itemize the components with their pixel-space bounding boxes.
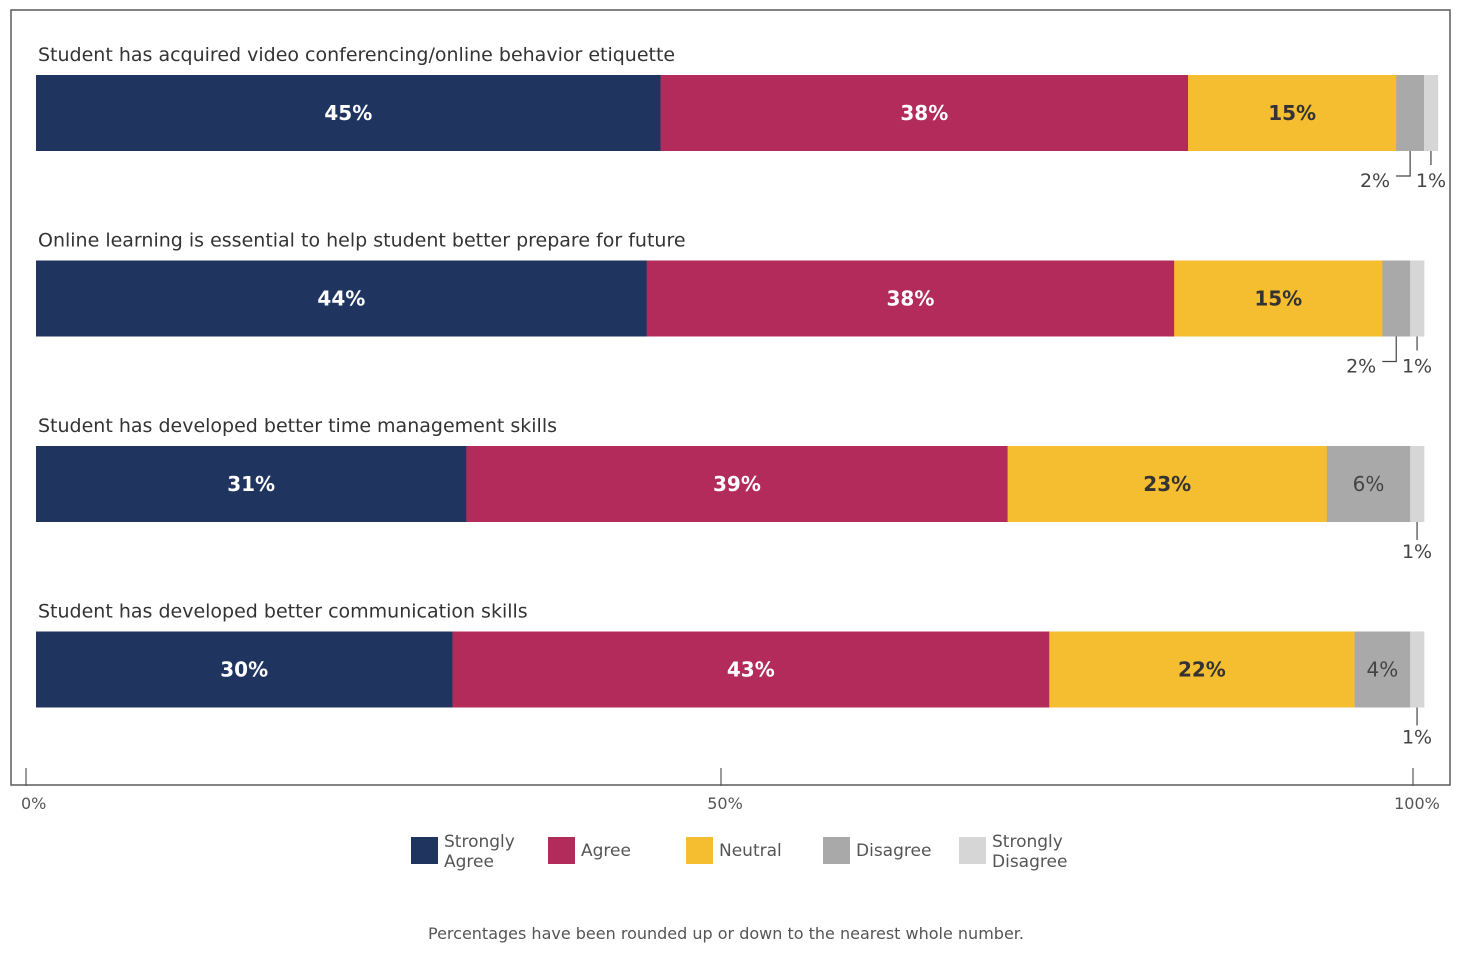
data-label: 43% [727,658,775,682]
category-label: Student has acquired video conferencing/… [38,44,675,66]
callout-line [1382,336,1397,363]
bar-segment [646,260,1175,337]
bar-segment [36,75,661,151]
data-label: 15% [1254,287,1302,311]
callout-line [1396,151,1411,177]
category-label: Student has developed better time manage… [38,415,557,437]
legend-swatch [686,837,713,864]
legend-label: Disagree [856,841,932,861]
footnote: Percentages have been rounded up or down… [428,924,1024,943]
data-label: 1% [1402,727,1432,749]
bar-segment [660,75,1189,151]
legend-label: Strongly Agree [444,832,515,872]
bar-segment [1354,631,1411,708]
data-label: 1% [1402,541,1432,563]
legend-swatch [411,837,438,864]
legend-swatch [548,837,575,864]
bar-segment [452,631,1050,708]
category-label: Student has developed better communicati… [38,601,528,623]
bar-row: Online learning is essential to help stu… [36,230,1432,378]
data-label: 38% [900,101,948,125]
bar-segment [1410,260,1425,337]
data-label: 23% [1143,472,1191,496]
data-label: 31% [227,472,275,496]
data-label: 4% [1366,658,1398,682]
data-label: 2% [1360,170,1390,192]
legend-swatch [959,837,986,864]
data-label: 22% [1178,658,1226,682]
bar-segment [36,446,467,522]
bar-segment [1188,75,1397,151]
bar-segment [1410,631,1425,708]
bar-segment [1049,631,1355,708]
legend-label: Agree [581,841,631,861]
data-label: 38% [887,287,935,311]
x-tick-label: 100% [1394,794,1440,813]
bar-segment [1410,446,1425,522]
data-label: 1% [1416,170,1446,192]
x-axis: 0% 50% 100% [21,768,1440,813]
bar-segment [1326,446,1411,522]
bar-row: Student has developed better time manage… [36,415,1432,563]
bar-row: Student has acquired video conferencing/… [36,44,1446,192]
bar-segment [1424,75,1439,151]
category-label: Online learning is essential to help stu… [38,230,686,252]
bar-row: Student has developed better communicati… [36,601,1432,749]
legend: Strongly Agree Agree Neutral Disagree Strong… [0,832,1466,876]
x-tick-label: 50% [707,794,743,813]
data-label: 30% [220,658,268,682]
data-label: 44% [317,287,365,311]
bar-segment [1382,260,1411,337]
data-label: 45% [324,101,372,125]
data-label: 2% [1346,356,1376,378]
bar-segment [1007,446,1328,522]
bar-segment [36,260,648,337]
data-label: 39% [713,472,761,496]
chart-frame [10,9,1451,786]
legend-label: Strongly Disagree [992,832,1068,872]
bar-segment [1174,260,1383,337]
legend-swatch [823,837,850,864]
data-label: 6% [1353,472,1385,496]
data-label: 15% [1268,101,1316,125]
bar-segment [466,446,1008,522]
bar-segment [36,631,453,708]
legend-label: Neutral [719,841,782,861]
bar-segment [1396,75,1425,151]
x-tick-label: 0% [21,794,46,813]
bars: Student has acquired video conferencing/… [36,44,1446,749]
data-label: 1% [1402,356,1432,378]
